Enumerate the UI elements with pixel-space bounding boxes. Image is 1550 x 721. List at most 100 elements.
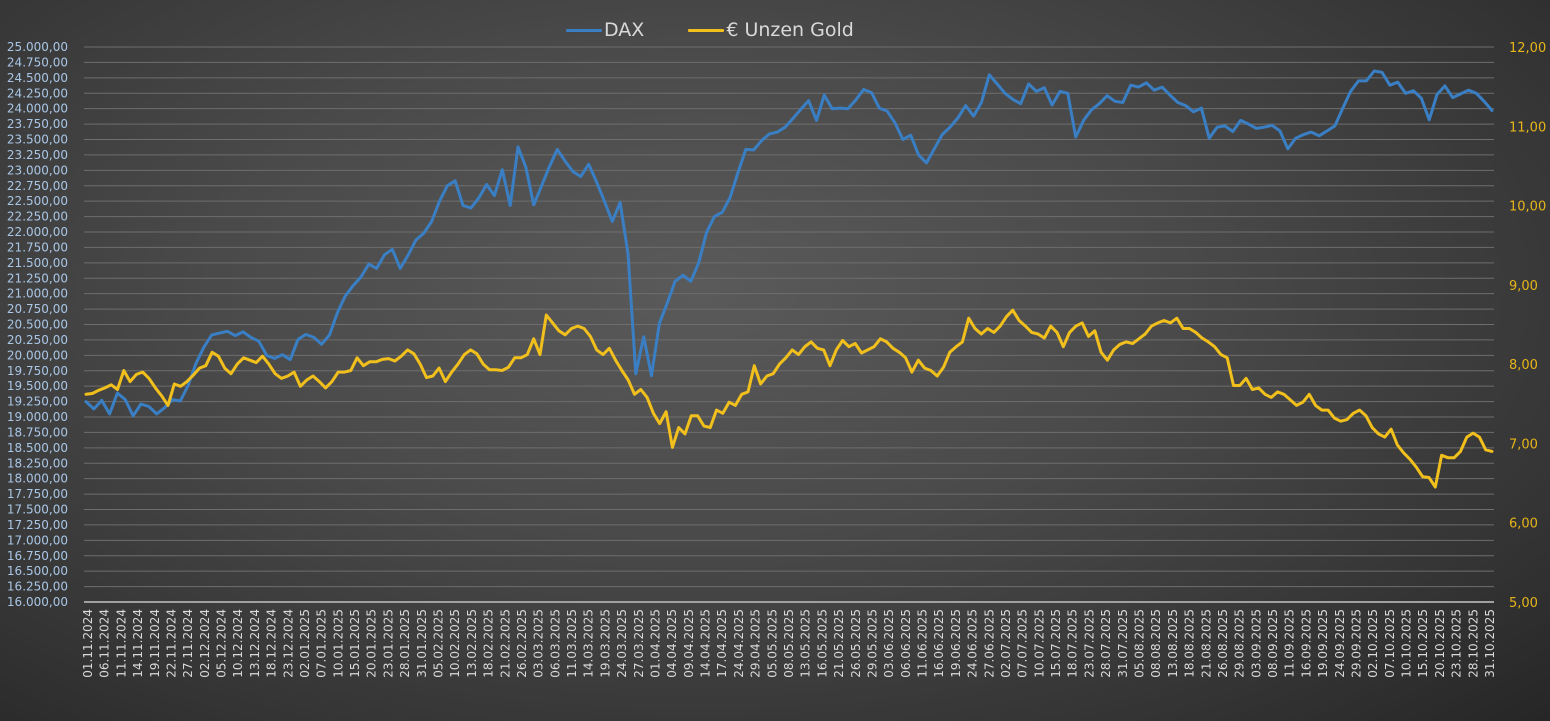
left-axis-tick-label: 22.750,00 xyxy=(7,179,68,193)
x-axis-tick-labels: 01.11.2024 06.11.2024 11.11.2024 14.11.2024… xyxy=(81,609,1497,678)
x-axis-tick-label: 01.04.2025 xyxy=(648,609,662,678)
x-axis-tick-label: 02.01.2025 xyxy=(298,609,312,678)
x-axis-tick-label: 02.12.2024 xyxy=(198,609,212,678)
right-axis-tick-label: 10,00 xyxy=(1509,200,1546,215)
legend-swatch-gold xyxy=(688,28,725,32)
x-axis-tick-label: 09.04.2025 xyxy=(682,609,696,678)
x-axis-tick-label: 31.01.2025 xyxy=(415,609,429,678)
x-axis-tick-label: 29.05.2025 xyxy=(865,609,879,678)
x-axis-tick-label: 04.04.2025 xyxy=(665,609,679,678)
x-axis-tick-label: 10.12.2024 xyxy=(231,609,245,678)
left-axis-tick-label: 17.000,00 xyxy=(7,533,68,547)
left-axis-tick-label: 24.750,00 xyxy=(7,55,68,69)
x-axis-tick-label: 31.07.2025 xyxy=(1116,609,1130,678)
left-axis-tick-label: 16.250,00 xyxy=(7,580,68,594)
right-axis-tick-label: 8,00 xyxy=(1509,358,1538,373)
x-axis-tick-label: 05.08.2025 xyxy=(1133,609,1147,678)
x-axis-tick-label: 19.11.2024 xyxy=(148,609,162,678)
legend-label-dax: DAX xyxy=(604,19,645,41)
x-axis-tick-label: 05.02.2025 xyxy=(432,609,446,678)
x-axis-tick-label: 11.06.2025 xyxy=(916,609,930,678)
left-axis-tick-label: 21.750,00 xyxy=(7,240,68,254)
x-axis-tick-label: 13.05.2025 xyxy=(799,609,813,678)
left-axis-tick-label: 24.500,00 xyxy=(7,71,68,85)
left-axis-tick-label: 20.250,00 xyxy=(7,333,68,347)
left-axis-tick-label: 22.500,00 xyxy=(7,194,68,208)
x-axis-tick-label: 18.02.2025 xyxy=(482,609,496,678)
x-axis-tick-label: 13.02.2025 xyxy=(465,609,479,678)
left-axis-tick-label: 19.000,00 xyxy=(7,410,68,424)
x-axis-tick-label: 07.07.2025 xyxy=(1016,609,1030,678)
x-axis-tick-label: 10.10.2025 xyxy=(1400,609,1414,678)
x-axis-tick-label: 28.10.2025 xyxy=(1466,609,1480,678)
left-axis-tick-label: 22.000,00 xyxy=(7,225,68,239)
left-axis-tick-label: 21.250,00 xyxy=(7,271,68,285)
x-axis-tick-label: 24.04.2025 xyxy=(732,609,746,678)
x-axis-tick-label: 28.07.2025 xyxy=(1099,609,1113,678)
x-axis-tick-label: 22.11.2024 xyxy=(164,609,178,678)
left-axis-tick-label: 22.250,00 xyxy=(7,210,68,224)
x-axis-tick-label: 16.09.2025 xyxy=(1299,609,1313,678)
x-axis-tick-label: 14.11.2024 xyxy=(131,609,145,678)
left-axis-tick-label: 20.000,00 xyxy=(7,348,68,362)
legend-item-gold[interactable]: € Unzen Gold xyxy=(688,19,854,41)
legend-label-gold: € Unzen Gold xyxy=(726,19,854,41)
x-axis-tick-label: 06.11.2024 xyxy=(98,609,112,678)
x-axis-tick-label: 07.10.2025 xyxy=(1383,609,1397,678)
x-axis-tick-label: 29.04.2025 xyxy=(749,609,763,678)
gold-series-line xyxy=(84,308,1494,489)
x-axis-tick-label: 24.06.2025 xyxy=(966,609,980,678)
left-axis-tick-label: 21.000,00 xyxy=(7,287,68,301)
left-axis-tick-label: 18.000,00 xyxy=(7,472,68,486)
chart-legend: DAX € Unzen Gold xyxy=(566,17,854,43)
left-axis-tick-label: 16.500,00 xyxy=(7,564,68,578)
x-axis-tick-label: 03.03.2025 xyxy=(532,609,546,678)
left-axis-tick-label: 23.000,00 xyxy=(7,163,68,177)
x-axis-tick-label: 16.05.2025 xyxy=(815,609,829,678)
x-axis-tick-label: 02.10.2025 xyxy=(1366,609,1380,678)
right-y-axis-ticks: 12,00 11,00 10,00 9,00 8,00 7,00 6,00 5,00 xyxy=(1509,41,1546,611)
left-axis-tick-label: 24.250,00 xyxy=(7,86,68,100)
dax-series-line xyxy=(84,69,1494,418)
x-axis-tick-label: 24.03.2025 xyxy=(615,609,629,678)
right-axis-tick-label: 7,00 xyxy=(1509,437,1538,452)
x-axis-tick-label: 03.06.2025 xyxy=(882,609,896,678)
x-axis-tick-label: 20.01.2025 xyxy=(365,609,379,678)
x-axis-tick-label: 05.05.2025 xyxy=(765,609,779,678)
x-axis-tick-label: 11.11.2024 xyxy=(114,609,128,678)
x-axis-tick-label: 17.04.2025 xyxy=(715,609,729,678)
x-axis-tick-label: 15.10.2025 xyxy=(1416,609,1430,678)
gridlines xyxy=(84,46,1494,588)
left-axis-tick-label: 20.750,00 xyxy=(7,302,68,316)
x-axis-tick-label: 20.10.2025 xyxy=(1433,609,1447,678)
left-axis-tick-label: 16.000,00 xyxy=(7,595,68,609)
x-axis-tick-label: 15.01.2025 xyxy=(348,609,362,678)
x-axis-tick-label: 15.07.2025 xyxy=(1049,609,1063,678)
legend-item-dax[interactable]: DAX xyxy=(566,19,644,41)
x-axis-tick-label: 13.08.2025 xyxy=(1166,609,1180,678)
x-axis-tick-label: 18.08.2025 xyxy=(1183,609,1197,678)
left-axis-tick-label: 17.500,00 xyxy=(7,503,68,517)
left-axis-tick-label: 20.500,00 xyxy=(7,318,68,332)
left-axis-tick-label: 16.750,00 xyxy=(7,549,68,563)
left-axis-tick-label: 18.750,00 xyxy=(7,425,68,439)
x-axis-tick-label: 06.06.2025 xyxy=(899,609,913,678)
x-axis-tick-label: 08.09.2025 xyxy=(1266,609,1280,678)
x-axis-tick-label: 23.01.2025 xyxy=(381,609,395,678)
x-axis-tick-label: 06.03.2025 xyxy=(548,609,562,678)
x-axis-tick-label: 27.11.2024 xyxy=(181,609,195,678)
legend-swatch-dax xyxy=(566,28,602,32)
x-axis-tick-label: 23.07.2025 xyxy=(1082,609,1096,678)
left-axis-tick-label: 24.000,00 xyxy=(7,102,68,116)
x-axis-tick-label: 13.12.2024 xyxy=(248,609,262,678)
x-axis-tick-label: 10.07.2025 xyxy=(1032,609,1046,678)
x-axis-tick-label: 28.01.2025 xyxy=(398,609,412,678)
x-axis-tick-label: 01.11.2024 xyxy=(81,609,95,678)
x-axis-tick-label: 05.12.2024 xyxy=(215,609,229,678)
x-axis-tick-label: 26.08.2025 xyxy=(1216,609,1230,678)
left-axis-tick-label: 23.250,00 xyxy=(7,148,68,162)
x-axis-tick-label: 21.08.2025 xyxy=(1199,609,1213,678)
right-axis-tick-label: 9,00 xyxy=(1509,279,1538,294)
